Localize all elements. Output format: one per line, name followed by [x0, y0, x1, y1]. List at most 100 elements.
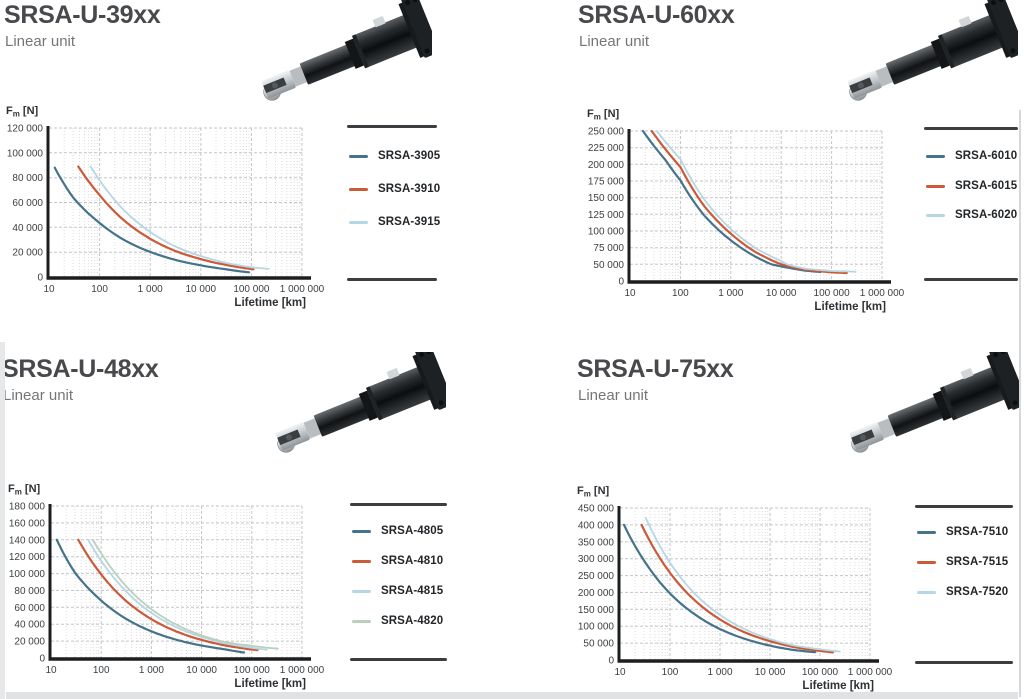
extension-tube [887, 396, 944, 437]
x-tick-label: 1 000 [139, 665, 164, 676]
y-tick-label: 400 000 [578, 520, 615, 531]
series-curve-SRSA-7515 [640, 523, 834, 654]
panel-srsa-u-60xx: SRSA-U-60xx Linear unit 0 50 000 75 000 100… [512, 0, 1024, 349]
x-axis-title: Lifetime [km] [234, 297, 306, 309]
legend-swatch [352, 589, 371, 593]
page-title: SRSA-U-39xx [4, 1, 161, 29]
x-tick-label: 10 [624, 288, 636, 299]
y-tick-label: 0 [39, 654, 45, 665]
legend-swatch [349, 220, 368, 224]
panel-srsa-u-39xx: SRSA-U-39xx Linear unit 0 20 000 40 000 60 … [0, 0, 512, 349]
legend-bottom-bar [350, 658, 447, 661]
y-tick-label: 60 000 [12, 198, 43, 209]
lifetime-force-chart: 0 20 000 40 000 60 000 80 000 100 000 120 000 1… [6, 105, 325, 309]
legend-label: SRSA-7510 [946, 526, 1009, 538]
main-body [352, 14, 419, 68]
series-curve-SRSA-3915 [89, 165, 270, 270]
collar [932, 390, 952, 421]
legend-top-bar [350, 503, 447, 506]
actuator-photo-svg [261, 0, 440, 101]
legend-label: SRSA-4815 [381, 585, 444, 597]
y-tick-label: 20 000 [14, 637, 45, 648]
actuator-product-image [270, 345, 454, 455]
x-tick-label: 10 [43, 284, 55, 295]
y-tick-label: 150 000 [578, 605, 615, 616]
legend-swatch [926, 213, 945, 217]
legend-item: SRSA-4810 [352, 554, 443, 568]
legend-item: SRSA-7510 [917, 525, 1008, 539]
clevis-pin [857, 82, 864, 89]
y-tick-label: 100 000 [588, 227, 625, 238]
legend-item: SRSA-7515 [917, 555, 1008, 569]
legend-swatch [352, 559, 371, 563]
legend-label: SRSA-6015 [955, 180, 1018, 192]
chart-legend: SRSA-7510 SRSA-7515 SRSA-7520 [915, 505, 1013, 664]
legend-label: SRSA-7515 [946, 556, 1009, 568]
panel-subtitle: Linear unit [578, 387, 649, 404]
page-edge-right [1019, 110, 1021, 697]
x-tick-label: 100 [93, 665, 110, 676]
legend-label: SRSA-3905 [378, 150, 441, 162]
lifetime-force-chart: 0 50 000 75 000 100 000 125 000 150 000 175 00… [587, 108, 905, 313]
rod-adapter [289, 66, 308, 87]
legend-item: SRSA-3905 [349, 149, 440, 163]
legend-item: SRSA-4805 [352, 524, 443, 538]
legend-swatch [352, 529, 371, 533]
chart-legend: SRSA-6010 SRSA-6015 SRSA-6020 [924, 127, 1018, 281]
x-tick-label: 1 000 000 [848, 667, 893, 678]
x-tick-label: 1 000 [707, 667, 732, 678]
chart-legend: SRSA-3905 SRSA-3910 SRSA-3915 [347, 125, 440, 281]
y-tick-label: 225 000 [588, 143, 625, 154]
legend-item: SRSA-3915 [349, 215, 440, 229]
mounting-flange [987, 0, 1024, 58]
mounting-flange [401, 0, 440, 58]
legend-label: SRSA-4820 [381, 615, 444, 627]
y-axis-title: Fm [N] [577, 485, 610, 499]
body-ring [939, 386, 957, 421]
y-tick-label: 150 000 [588, 193, 625, 204]
collar [344, 38, 364, 69]
x-tick-label: 100 [662, 667, 679, 678]
x-tick-label: 10 000 [766, 288, 797, 299]
main-body [938, 14, 1005, 68]
body-ring [365, 386, 383, 421]
x-tick-label: 10 [614, 667, 626, 678]
sensor-tab [958, 16, 972, 28]
legend-item: SRSA-6015 [926, 179, 1017, 193]
y-tick-label: 300 000 [578, 554, 615, 565]
x-tick-label: 100 [91, 284, 108, 295]
y-tick-label: 0 [37, 273, 43, 284]
legend-swatch [926, 154, 945, 158]
x-tick-label: 100 000 [802, 667, 839, 678]
x-tick-label: 1 000 000 [280, 665, 325, 676]
legend-item: SRSA-4820 [352, 614, 443, 628]
clevis-pin [859, 434, 866, 441]
series-curve-SRSA-4815 [87, 538, 268, 651]
y-tick-label: 450 000 [578, 504, 615, 515]
body-ring [937, 34, 955, 69]
x-tick-label: 100 [672, 288, 689, 299]
body-ring [351, 34, 369, 69]
legend-label: SRSA-6010 [955, 150, 1018, 162]
panel-srsa-u-75xx: SRSA-U-75xx Linear unit 0 50 000 100 000 15… [512, 345, 1024, 699]
extension-tube [299, 44, 356, 85]
y-tick-label: 180 000 [9, 502, 46, 513]
y-tick-label: 40 000 [12, 223, 43, 234]
legend-swatch [352, 619, 371, 623]
actuator-product-image [256, 0, 440, 103]
x-tick-label: 1 000 000 [860, 288, 905, 299]
y-tick-label: 120 000 [7, 124, 44, 135]
chart-legend: SRSA-4805 SRSA-4810 SRSA-4815 SRSA-4820 [350, 503, 447, 661]
legend-top-bar [915, 505, 1013, 508]
legend-label: SRSA-4805 [381, 525, 444, 537]
sensor-tab [386, 368, 400, 380]
y-axis-title: Fm [N] [587, 108, 620, 122]
y-tick-label: 100 000 [7, 148, 44, 159]
clevis-pin [271, 82, 278, 89]
x-tick-label: 1 000 [718, 288, 743, 299]
legend-item: SRSA-3910 [349, 182, 440, 196]
legend-bottom-bar [924, 278, 1018, 281]
y-tick-label: 50 000 [583, 639, 614, 650]
series-curve-SRSA-3910 [77, 165, 255, 271]
actuator-photo-svg [847, 0, 1024, 101]
